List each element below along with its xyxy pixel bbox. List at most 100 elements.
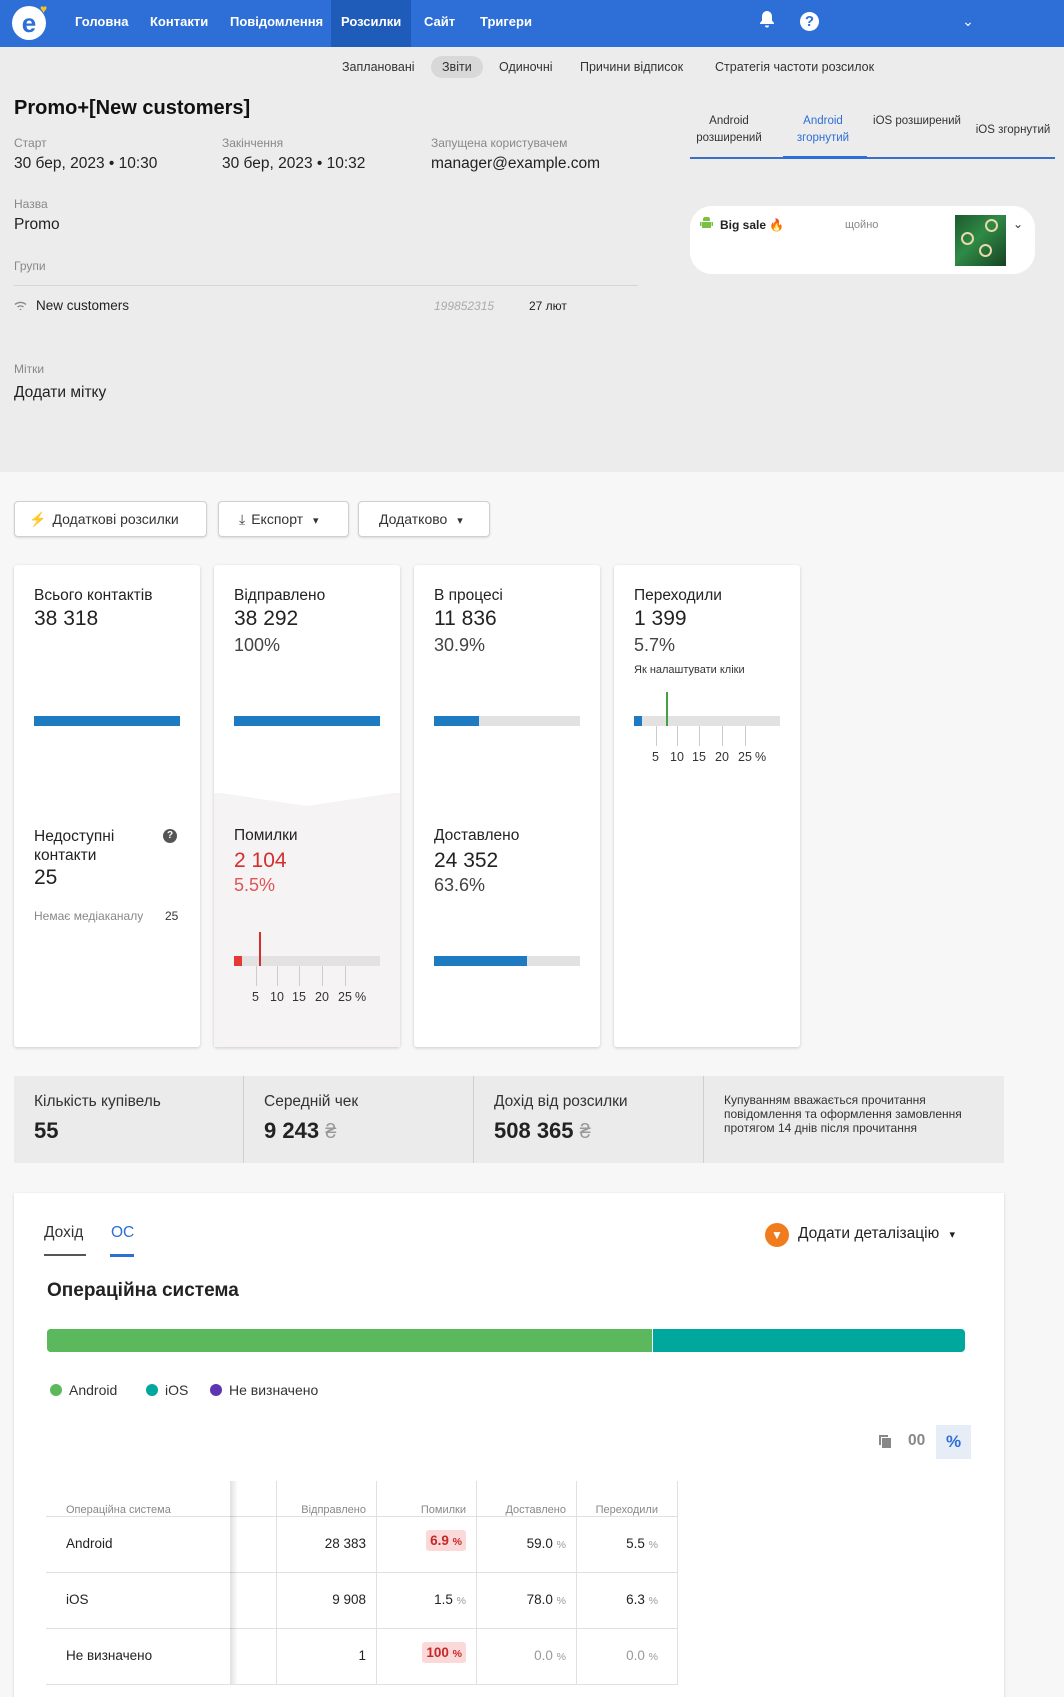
stat-title: Доставлено — [434, 827, 520, 844]
end-label: Закінчення — [222, 136, 284, 150]
scale-label: 25 — [738, 750, 752, 764]
tab-revenue[interactable]: Дохід — [44, 1224, 84, 1241]
preview-tab-android-expanded[interactable]: Android розширений — [696, 115, 762, 144]
how-to-setup-clicks-link[interactable]: Як налаштувати кліки — [634, 664, 745, 676]
scale-label: 20 — [315, 990, 329, 1004]
nav-site[interactable]: Сайт — [424, 14, 456, 29]
preview-tab-ios-collapsed[interactable]: iOS згорнутий — [975, 124, 1051, 136]
purchase-stats: Кількість купівель 55 Середній чек 9 243… — [14, 1076, 1004, 1163]
scale-label: 15 — [692, 750, 706, 764]
divider — [14, 285, 638, 286]
heart-icon: ♥ — [40, 2, 48, 16]
android-icon — [700, 216, 713, 234]
nav-triggers[interactable]: Тригери — [480, 14, 532, 29]
chevron-down-icon[interactable]: ⌄ — [1013, 217, 1024, 231]
scale-tick — [322, 966, 323, 986]
legend-dot — [210, 1384, 222, 1396]
scale-tick — [656, 726, 657, 746]
more-button[interactable]: Додатково ▾ — [358, 501, 490, 537]
progress-bar — [434, 716, 580, 726]
progress-fill — [434, 716, 480, 726]
scale-label: 20 — [715, 750, 729, 764]
subtab-single[interactable]: Одиночні — [499, 60, 553, 74]
start-value: 30 бер, 2023 • 10:30 — [14, 155, 158, 172]
subtab-reports[interactable]: Звіти — [431, 56, 483, 78]
stat-card-clicks: Переходили 1 399 5.7% Як налаштувати клі… — [614, 565, 800, 1047]
help-icon[interactable]: ? — [800, 12, 819, 31]
subtab-frequency-strategy[interactable]: Стратегія частоти розсилок — [715, 60, 875, 74]
logo-icon[interactable]: e — [12, 6, 46, 40]
stat-value: 38 318 — [34, 607, 99, 630]
stat-title: Переходили — [634, 587, 722, 604]
preview-tab-indicator — [783, 156, 867, 159]
average-check: Середній чек 9 243 ₴ — [244, 1076, 474, 1163]
format-percent-toggle[interactable]: % — [936, 1425, 971, 1459]
stat-title: Помилки — [234, 827, 298, 844]
currency-icon: ₴ — [579, 1121, 591, 1143]
preview-tab-android-collapsed[interactable]: Android згорнутий — [796, 115, 850, 144]
tab-os[interactable]: ОС — [111, 1224, 135, 1241]
table-header-row: Операційна система Відправлено Помилки Д… — [46, 1481, 678, 1517]
stat-value: 38 292 — [234, 607, 299, 630]
chevron-down-icon[interactable]: ⌄ — [962, 13, 974, 29]
download-icon: ⤓ — [239, 511, 246, 527]
stat-value: 25 — [34, 866, 58, 889]
scale-tick — [256, 966, 257, 986]
subtab-scheduled[interactable]: Заплановані — [342, 60, 415, 74]
add-tag-link[interactable]: Додати мітку — [14, 384, 107, 401]
table-header[interactable]: Доставлено — [505, 1504, 566, 1516]
preview-tabs-line — [690, 157, 1055, 159]
scale-label: % — [355, 990, 367, 1004]
subtab-unsub-reasons[interactable]: Причини відписок — [580, 60, 684, 74]
stat-title: Недоступні контакти — [34, 828, 115, 864]
bell-icon[interactable] — [756, 10, 778, 32]
tags-label: Мітки — [14, 362, 45, 376]
table-header[interactable]: Переходили — [595, 1504, 658, 1516]
nav-messages[interactable]: Повідомлення — [230, 14, 324, 29]
progress-bar — [234, 716, 380, 726]
currency-icon: ₴ — [325, 1121, 337, 1143]
report-card — [14, 1193, 1004, 1697]
scale-label: 15 — [292, 990, 306, 1004]
progress-bar — [234, 956, 380, 966]
stat-card-total: Всього контактів 38 318 Недоступні конта… — [14, 565, 200, 1047]
scale-tick — [677, 726, 678, 746]
progress-bar — [634, 716, 780, 726]
preview-tab-ios-expanded[interactable]: iOS розширений — [873, 115, 961, 127]
stat-value: 24 352 — [434, 849, 499, 872]
scale-tick — [699, 726, 700, 746]
name-label: Назва — [14, 197, 48, 211]
extra-campaigns-button[interactable]: ⚡ Додаткові розсилки — [14, 501, 207, 537]
campaign-revenue: Дохід від розсилки 508 365 ₴ — [474, 1076, 704, 1163]
legend-ios: iOS — [146, 1382, 188, 1398]
export-button[interactable]: ⤓ Експорт ▾ — [218, 501, 349, 537]
table-header[interactable]: Відправлено — [301, 1504, 366, 1516]
end-value: 30 бер, 2023 • 10:32 — [222, 155, 366, 172]
scale-label: 5 — [652, 750, 659, 764]
help-icon[interactable]: ? — [163, 829, 177, 843]
preview-time: щойно — [845, 219, 879, 231]
stat-note: Немає медіаканалу — [34, 909, 144, 923]
section-title: Операційна система — [47, 1280, 239, 1301]
filter-icon[interactable]: ▼ — [765, 1223, 789, 1247]
group-id: 199852315 — [434, 299, 495, 313]
stat-title: В процесі — [434, 587, 503, 604]
chevron-down-icon: ▾ — [949, 1229, 956, 1241]
scale-tick — [277, 966, 278, 986]
stat-card-processing: В процесі 11 836 30.9% Доставлено 24 352… — [414, 565, 600, 1047]
add-detail-button[interactable]: Додати деталізацію ▾ — [798, 1225, 956, 1242]
copy-icon[interactable] — [878, 1434, 893, 1454]
progress-fill — [234, 956, 243, 966]
table-header[interactable]: Помилки — [420, 1504, 466, 1516]
nav-home[interactable]: Головна — [75, 14, 129, 29]
nav-contacts[interactable]: Контакти — [150, 14, 209, 29]
progress-bar — [434, 956, 580, 966]
format-number-toggle[interactable]: 00 — [908, 1432, 926, 1449]
table-header[interactable]: Операційна система — [66, 1504, 171, 1516]
nav-campaigns[interactable]: Розсилки — [331, 0, 412, 47]
group-name[interactable]: New customers — [36, 298, 130, 313]
scale-label: 5 — [252, 990, 259, 1004]
legend-undefined: Не визначено — [210, 1382, 318, 1398]
purchase-note: Купуванням вважається прочитання повідом… — [724, 1093, 962, 1135]
stat-percent: 30.9% — [434, 635, 486, 655]
